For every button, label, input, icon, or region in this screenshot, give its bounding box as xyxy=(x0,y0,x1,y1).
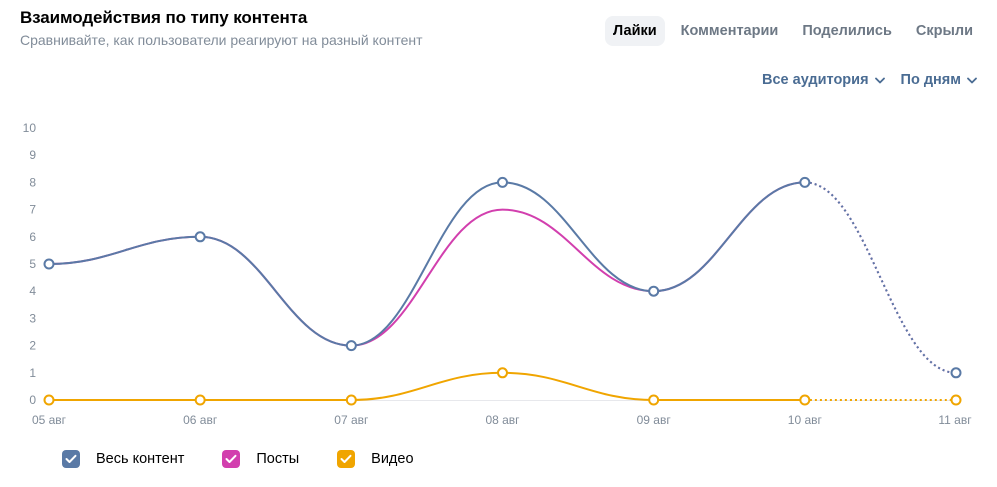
y-tick-label: 7 xyxy=(29,203,36,217)
period-dropdown[interactable]: По дням xyxy=(901,72,977,88)
legend-item-video[interactable]: Видео xyxy=(337,450,414,468)
legend-label: Посты xyxy=(256,451,300,467)
chart-title: Взаимодействия по типу контента xyxy=(20,8,308,27)
x-tick-label: 11 авг xyxy=(938,413,972,427)
data-point-all xyxy=(648,285,660,297)
data-point-video xyxy=(345,394,357,406)
data-point-all xyxy=(950,367,962,379)
x-tick-label: 06 авг xyxy=(183,413,218,427)
x-tick-label: 05 авг xyxy=(32,413,67,427)
x-tick-label: 09 авг xyxy=(637,413,672,427)
y-tick-label: 6 xyxy=(29,230,36,244)
series-line-all xyxy=(48,181,806,347)
y-tick-label: 10 xyxy=(23,121,37,135)
data-point-all xyxy=(497,176,508,188)
data-point-video xyxy=(43,394,55,406)
chevron-down-icon xyxy=(967,77,977,83)
chart-subtitle: Сравнивайте, как пользователи реагируют … xyxy=(20,32,423,48)
x-tick-label: 07 авг xyxy=(334,413,369,427)
series-line-video xyxy=(48,371,806,402)
metric-tabs: Лайки Комментарии Поделились Скрыли xyxy=(597,16,981,46)
checkbox-icon[interactable] xyxy=(337,450,356,468)
data-point-video xyxy=(194,394,206,406)
y-tick-label: 4 xyxy=(29,284,36,298)
tab-comments[interactable]: Комментарии xyxy=(680,23,779,39)
legend-item-all[interactable]: Весь контент xyxy=(62,450,184,468)
y-tick-label: 9 xyxy=(29,148,36,162)
data-point-video xyxy=(648,394,660,406)
audience-dropdown[interactable]: Все аудитория xyxy=(762,72,885,88)
audience-dropdown-label: Все аудитория xyxy=(762,72,869,88)
y-tick-label: 1 xyxy=(29,366,36,380)
data-point-all xyxy=(194,231,206,243)
x-tick-label: 10 авг xyxy=(788,413,823,427)
y-tick-label: 3 xyxy=(29,311,36,325)
chevron-down-icon xyxy=(874,77,885,83)
data-point-all xyxy=(43,258,55,270)
data-point-video xyxy=(950,394,962,406)
checkbox-icon[interactable] xyxy=(222,450,241,468)
legend-label: Видео xyxy=(371,451,414,467)
filters-bar: Все аудитория По дням xyxy=(762,72,977,88)
data-point-all xyxy=(345,340,357,352)
data-point-video xyxy=(799,394,811,406)
legend-item-posts[interactable]: Посты xyxy=(222,450,299,468)
x-tick-label: 08 авг xyxy=(485,413,520,427)
y-tick-label: 8 xyxy=(29,175,36,189)
data-point-video xyxy=(497,367,508,379)
tab-likes[interactable]: Лайки xyxy=(604,16,665,46)
y-tick-label: 2 xyxy=(29,339,36,353)
legend-label: Весь контент xyxy=(96,451,185,467)
tab-shares[interactable]: Поделились xyxy=(802,23,892,39)
period-dropdown-label: По дням xyxy=(900,72,961,88)
chart-legend: Весь контент Посты Видео xyxy=(62,450,414,468)
y-tick-label: 0 xyxy=(29,393,36,407)
data-point-all xyxy=(799,176,811,188)
series-line-dashed-all xyxy=(804,181,957,374)
tab-hidden[interactable]: Скрыли xyxy=(915,23,973,39)
checkbox-icon[interactable] xyxy=(62,450,80,468)
y-tick-label: 5 xyxy=(29,257,36,271)
